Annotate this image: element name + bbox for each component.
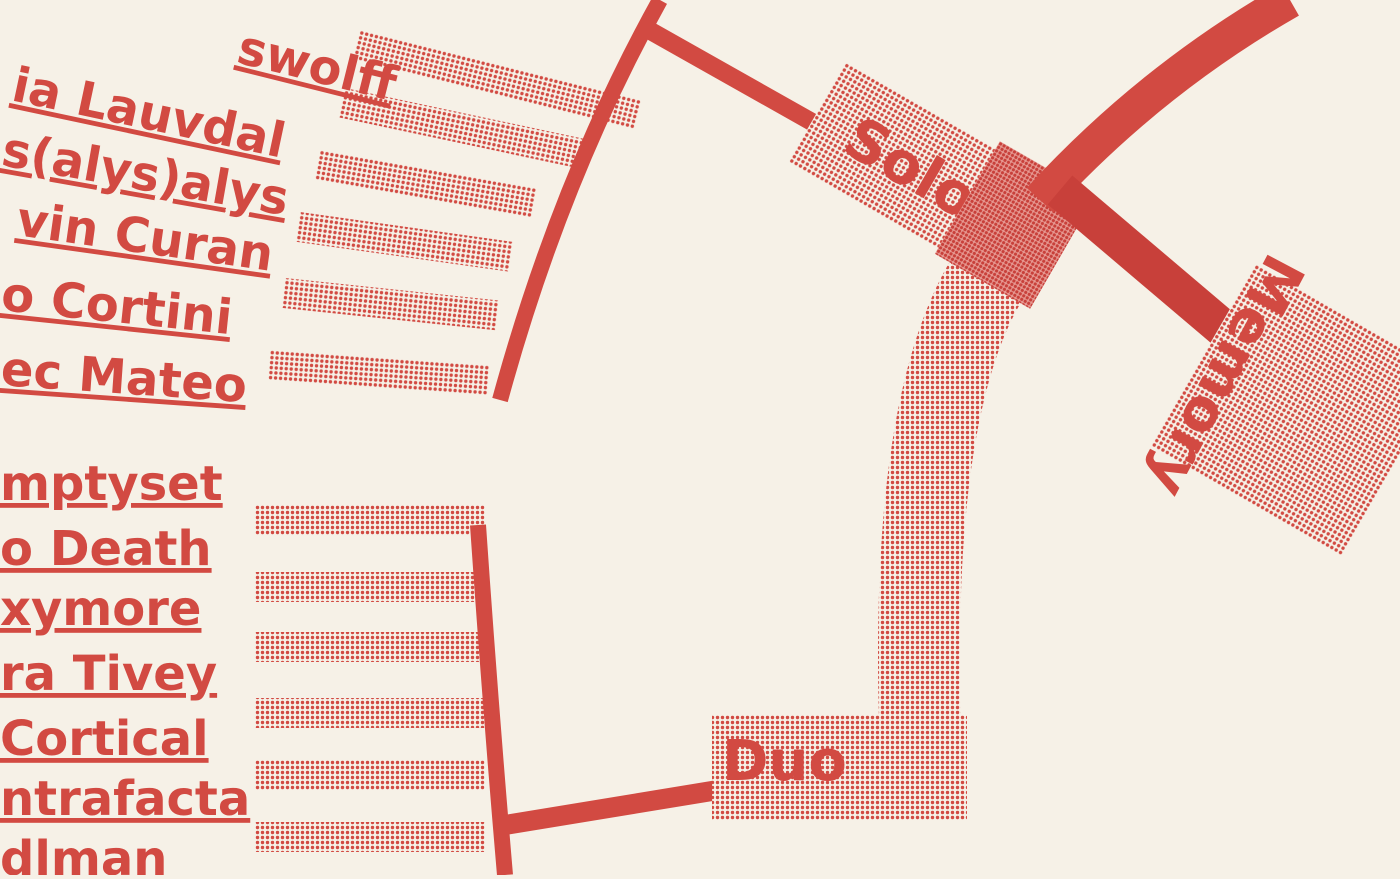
upper-leaf-bar (314, 150, 537, 218)
upper-name-label: ec Mateo (0, 341, 249, 414)
upper-leaf-bar (281, 278, 499, 331)
upper-leaf-bar (295, 212, 513, 272)
lower-leaf-bar (255, 698, 485, 728)
memory-label-box (1150, 264, 1400, 556)
upper-name-label: o Cortini (0, 266, 235, 346)
duo-branch (503, 780, 720, 835)
lower-leaf-bars (255, 505, 485, 852)
lower-group-arc (470, 524, 513, 876)
solo-branch (635, 17, 840, 143)
upper-leaf-bars (267, 30, 642, 396)
lower-leaf-bar (255, 572, 485, 602)
upper-name-label: swolff (232, 19, 403, 113)
duo-label: Duo (722, 729, 847, 794)
memory-branch (1047, 175, 1238, 345)
upper-leaf-bar (338, 88, 590, 170)
lower-name-label: mptyset (0, 456, 223, 512)
lower-name-label: dlman (0, 831, 167, 875)
lower-name-label: xymore (0, 581, 201, 637)
lower-leaf-bar (255, 760, 485, 790)
parent-halftone-arc (720, 235, 1034, 801)
lower-name-label: Cortical (0, 711, 209, 767)
upper-group-arc (492, 0, 667, 403)
lower-leaf-bar (255, 505, 485, 535)
duo-label-box (712, 715, 967, 820)
memory-outer-arc (1026, 0, 1299, 213)
upper-leaf-bar (352, 30, 642, 130)
upper-leaf-bar (267, 350, 490, 396)
lower-leaf-bar (255, 822, 485, 852)
lower-name-label: o Death (0, 521, 212, 577)
lower-name-label: ra Tivey (0, 646, 217, 702)
lower-leaf-bar (255, 632, 485, 662)
lower-name-label: ntrafacta (0, 771, 250, 827)
